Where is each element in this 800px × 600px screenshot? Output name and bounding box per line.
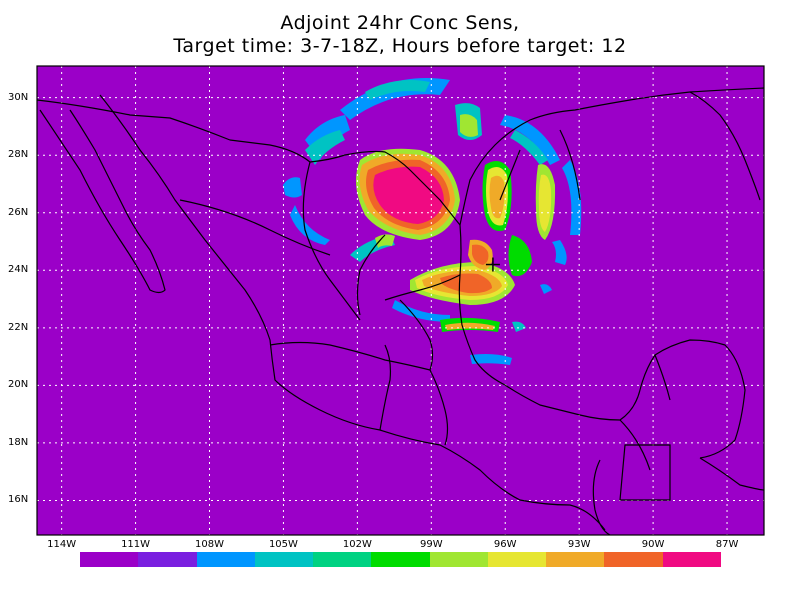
plot-frame xyxy=(36,65,765,536)
lon-tick-label: 111W xyxy=(121,539,151,550)
lon-tick-label: 99W xyxy=(419,539,443,550)
grid-lines xyxy=(37,66,764,535)
sensitivity-field xyxy=(283,78,582,365)
colorbar-segment xyxy=(80,552,139,567)
colorbar-segment xyxy=(371,552,430,567)
lon-tick-label: 105W xyxy=(268,539,298,550)
lat-tick-label: 26N xyxy=(8,206,29,218)
lon-tick-label: 114W xyxy=(47,539,77,550)
colorbar-segment xyxy=(254,552,314,567)
colorbar-segment xyxy=(138,552,197,567)
colorbar-segment xyxy=(662,552,721,567)
lon-tick-label: 87W xyxy=(715,539,739,550)
colorbar-segment xyxy=(604,552,663,567)
lat-tick-label: 30N xyxy=(8,91,29,103)
lat-tick-label: 16N xyxy=(8,494,29,506)
lon-tick-label: 108W xyxy=(195,539,224,550)
colorbar-segment xyxy=(313,552,372,567)
lon-tick-label: 90W xyxy=(641,539,665,550)
lat-tick-label: 22N xyxy=(8,321,29,333)
lat-tick-label: 20N xyxy=(8,379,29,391)
colorbar-segment xyxy=(546,552,605,567)
chart-title: Adjoint 24hr Conc Sens, xyxy=(280,12,520,34)
lat-tick-label: 28N xyxy=(8,149,29,161)
colorbar xyxy=(80,552,721,567)
coastline-and-borders xyxy=(37,87,764,535)
lon-tick-label: 96W xyxy=(493,539,517,550)
chart-subtitle: Target time: 3-7-18Z, Hours before targe… xyxy=(173,35,627,57)
colorbar-segment xyxy=(196,552,255,567)
lat-tick-label: 18N xyxy=(8,436,29,448)
lon-tick-label: 93W xyxy=(567,539,591,550)
lat-tick-label: 24N xyxy=(8,264,29,276)
colorbar-segment xyxy=(429,552,488,567)
colorbar-segment xyxy=(487,552,547,567)
target-marker-icon xyxy=(485,257,500,272)
lon-tick-label: 102W xyxy=(342,539,372,550)
